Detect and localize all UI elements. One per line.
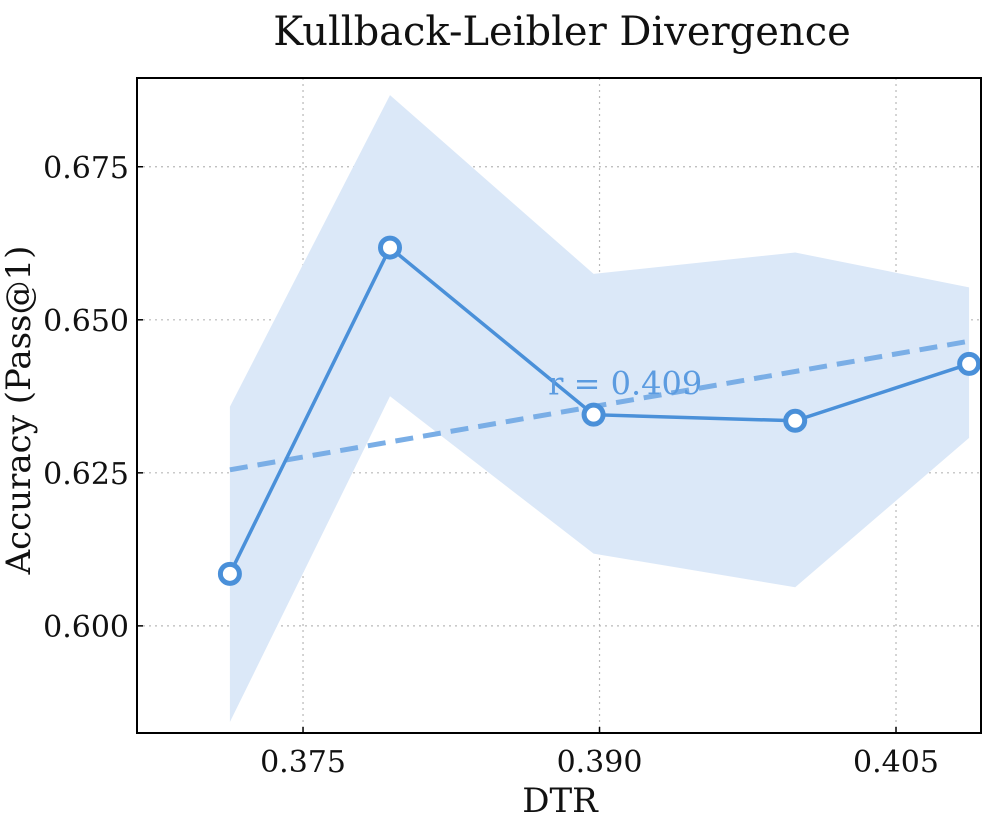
- x-axis-label: DTR: [522, 781, 599, 815]
- data-point: [581, 402, 606, 427]
- y-tick-label: 0.650: [43, 304, 129, 339]
- x-ticks: 0.375 0.390 0.405: [260, 727, 939, 780]
- y-tick-label: 0.625: [43, 457, 129, 492]
- y-tick-label: 0.675: [43, 151, 129, 186]
- x-tick-label: 0.405: [853, 745, 939, 780]
- data-point: [378, 235, 403, 260]
- data-point: [783, 408, 808, 433]
- series-layer: [217, 235, 982, 586]
- correlation-annotation: r = 0.409: [548, 364, 702, 402]
- data-point: [217, 561, 242, 586]
- x-tick-label: 0.375: [260, 745, 346, 780]
- chart-title: Kullback-Leibler Divergence: [273, 9, 851, 55]
- data-point: [957, 351, 982, 376]
- plot-frame: [136, 77, 982, 734]
- y-ticks: 0.600 0.625 0.650 0.675: [43, 151, 143, 645]
- y-axis-label: Accuracy (Pass@1): [0, 246, 39, 576]
- x-tick-label: 0.390: [557, 745, 643, 780]
- y-tick-label: 0.600: [43, 610, 129, 645]
